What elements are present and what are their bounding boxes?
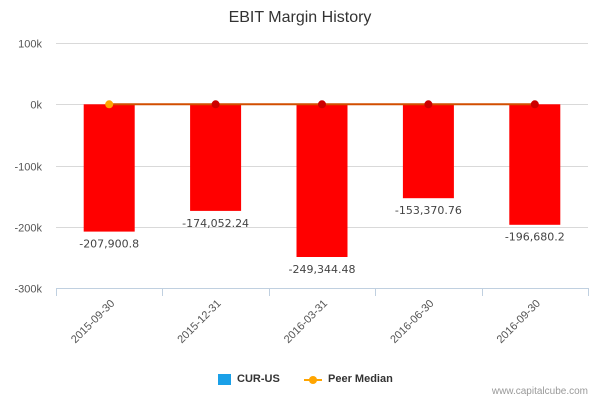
legend-swatch-cur-us: [218, 373, 231, 385]
data-labels: -207,900.8 -174,052.24 -249,344.48 -153,370…: [79, 204, 565, 276]
bar: [190, 104, 242, 211]
x-tick-label: 2016-03-31: [282, 298, 330, 346]
legend-swatch-peer-median: [304, 374, 322, 385]
data-label: -249,344.48: [289, 263, 356, 276]
legend-label-cur-us: CUR-US: [237, 373, 280, 385]
y-tick-label: -100k: [14, 162, 42, 174]
bar: [402, 104, 454, 199]
y-tick-label: -300k: [14, 284, 42, 296]
site-credit: www.capitalcube.com: [491, 386, 588, 397]
peer-median-point: [530, 100, 539, 109]
legend-label-peer-median: Peer Median: [328, 373, 393, 385]
y-tick-label: 0k: [30, 100, 42, 112]
data-label: -196,680.2: [505, 231, 565, 244]
y-tick-label: -200k: [14, 223, 42, 235]
peer-median-point: [211, 100, 220, 109]
legend-item-peer-median[interactable]: Peer Median: [304, 373, 393, 385]
bar: [83, 104, 135, 232]
legend: CUR-US Peer Median: [0, 368, 600, 392]
x-tick-label: 2016-09-30: [495, 298, 543, 346]
peer-median-point: [318, 100, 326, 109]
y-tick-label: 100k: [18, 39, 42, 51]
x-tick-label: 2015-12-31: [175, 298, 223, 346]
peer-median-point: [424, 100, 433, 109]
x-tick-label: 2016-06-30: [388, 298, 436, 346]
peer-median-point: [105, 100, 114, 109]
x-tick-label: 2015-09-30: [69, 298, 117, 346]
data-label: -153,370.76: [395, 204, 462, 217]
data-label: -174,052.24: [182, 217, 249, 230]
chart-title: EBIT Margin History: [229, 9, 372, 26]
bar-series-cur-us: [83, 104, 561, 257]
data-label: -207,900.8: [79, 238, 139, 251]
bar: [509, 104, 561, 225]
peer-median-series: [105, 100, 539, 109]
bar: [296, 104, 348, 257]
legend-item-cur-us[interactable]: CUR-US: [218, 373, 280, 385]
